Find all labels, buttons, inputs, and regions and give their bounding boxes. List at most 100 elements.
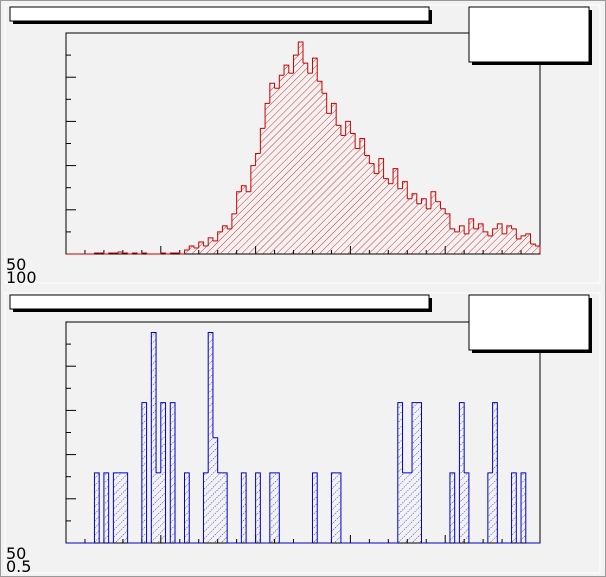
bar-outline — [520, 235, 526, 239]
title-box — [9, 294, 430, 310]
bar-outline — [108, 252, 114, 254]
bar-outline — [184, 249, 190, 254]
bar-fill — [350, 133, 356, 254]
bar-outline — [492, 402, 498, 543]
bar-fill — [193, 247, 199, 254]
bar-fill — [397, 188, 403, 254]
bar-fill — [416, 402, 422, 543]
bar-outline — [311, 57, 318, 82]
bar-fill — [388, 183, 394, 254]
bar-fill — [222, 225, 228, 254]
bar-outline — [311, 472, 318, 543]
bar-outline — [435, 201, 441, 209]
bar-outline — [468, 218, 475, 234]
bar-fill — [449, 228, 455, 254]
bar-fill — [274, 472, 280, 543]
bar-fill — [516, 238, 522, 254]
bar-outline — [236, 191, 242, 214]
bar-fill — [208, 237, 213, 254]
bar-fill — [198, 241, 204, 254]
bar-fill — [279, 75, 285, 254]
bar-fill — [426, 208, 431, 254]
bar-outline — [207, 237, 214, 246]
bar-outline — [269, 82, 276, 104]
bar-outline — [411, 193, 418, 204]
bar-fill — [321, 93, 327, 254]
bar-fill — [336, 125, 341, 254]
bar-outline — [458, 402, 465, 543]
bar-fill — [521, 235, 526, 254]
bar-fill — [184, 472, 190, 543]
bar-outline — [103, 472, 110, 543]
bar-fill — [407, 198, 413, 254]
bar-fill — [336, 472, 341, 543]
bar-fill — [231, 213, 237, 254]
bar-fill — [255, 472, 261, 543]
bar-fill — [241, 472, 247, 543]
bar-fill — [184, 249, 190, 254]
bar-fill — [122, 472, 128, 543]
bar-fill — [203, 245, 209, 254]
bar-fill — [118, 251, 123, 254]
bar-outline — [350, 132, 356, 149]
bar-outline — [336, 124, 342, 136]
bar-outline — [421, 198, 427, 209]
bar-fill — [459, 225, 465, 254]
bar-fill — [421, 198, 427, 254]
corner-label: 0.5 — [6, 557, 31, 576]
bar-outline — [259, 127, 266, 154]
bar-fill — [113, 472, 119, 543]
bar-fill — [265, 103, 270, 255]
bar-outline — [511, 228, 517, 239]
bar-outline — [317, 80, 323, 94]
bar-fill — [241, 185, 247, 254]
bar-outline — [336, 472, 342, 543]
bar-fill — [511, 228, 517, 254]
bar-outline — [297, 41, 304, 64]
corner-label: 100 — [6, 268, 37, 287]
bar-fill — [103, 472, 109, 543]
bar-fill — [487, 472, 493, 543]
bar-fill — [468, 218, 474, 254]
bar-fill — [492, 228, 498, 254]
bar-outline — [278, 74, 285, 89]
bar-fill — [454, 231, 460, 254]
bar-fill — [274, 88, 280, 254]
bar-fill — [374, 173, 379, 254]
bar-outline — [364, 155, 370, 164]
bar-fill — [412, 193, 417, 254]
bar-fill — [122, 252, 128, 254]
bar-fill — [483, 231, 488, 254]
bar-outline — [150, 332, 157, 543]
bar-fill — [307, 73, 313, 254]
bar-outline — [449, 228, 456, 232]
bar-fill — [94, 472, 100, 543]
bar-fill — [378, 158, 384, 254]
bar-fill — [156, 472, 161, 543]
bar-fill — [535, 245, 540, 254]
bar-fill — [473, 228, 479, 254]
bar-outline — [93, 472, 100, 543]
bar-fill — [359, 138, 365, 254]
bar-fill — [175, 252, 180, 254]
bar-outline — [222, 472, 228, 543]
bar-fill — [459, 402, 465, 543]
bar-fill — [227, 228, 232, 254]
bar-outline — [112, 472, 119, 543]
bar-outline — [274, 472, 280, 543]
bar-outline — [345, 120, 351, 136]
bar-fill — [288, 73, 294, 254]
bar-outline — [160, 402, 167, 543]
bar-fill — [151, 332, 157, 543]
bar-fill — [222, 472, 228, 543]
bar-outline — [255, 153, 261, 166]
bar-outline — [283, 64, 290, 76]
bar-fill — [246, 191, 251, 254]
bar-fill — [331, 472, 337, 543]
bar-fill — [530, 243, 536, 254]
bar-outline — [250, 165, 256, 192]
bar-outline — [458, 225, 465, 234]
bar-fill — [464, 233, 469, 254]
bar-fill — [212, 437, 218, 543]
